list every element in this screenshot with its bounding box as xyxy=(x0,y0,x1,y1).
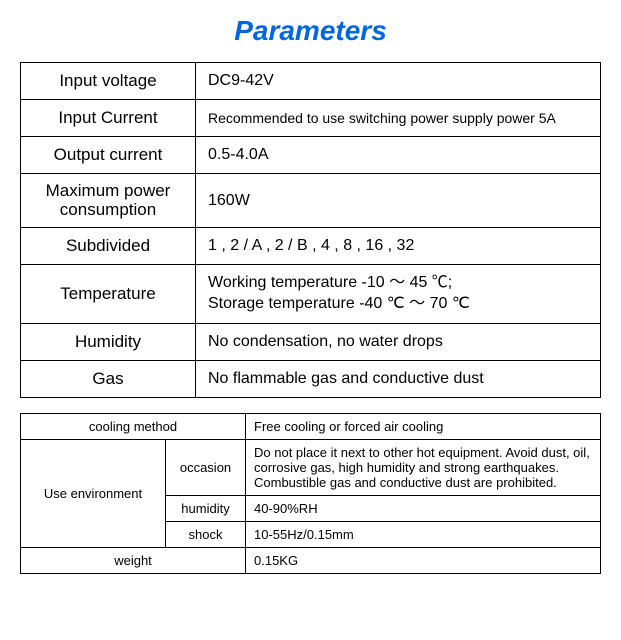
param-value: DC9-42V xyxy=(196,63,601,100)
param-label: Gas xyxy=(21,360,196,397)
param-label: Maximum power consumption xyxy=(21,174,196,228)
param-label: Output current xyxy=(21,137,196,174)
table-row: weight 0.15KG xyxy=(21,547,601,573)
humidity-label: humidity xyxy=(166,495,246,521)
table-row: Temperature Working temperature -10 ～ 45… xyxy=(21,265,601,324)
param-value: No flammable gas and conductive dust xyxy=(196,360,601,397)
param-label: Input voltage xyxy=(21,63,196,100)
cooling-label: cooling method xyxy=(21,413,246,439)
param-value: Working temperature -10 ～ 45 ℃; Storage … xyxy=(196,265,601,324)
table-row: Gas No flammable gas and conductive dust xyxy=(21,360,601,397)
table-row: Input voltage DC9-42V xyxy=(21,63,601,100)
param-label: Input Current xyxy=(21,100,196,137)
weight-value: 0.15KG xyxy=(246,547,601,573)
param-value: No condensation, no water drops xyxy=(196,323,601,360)
table-row: Output current 0.5-4.0A xyxy=(21,137,601,174)
param-value: Recommended to use switching power suppl… xyxy=(196,100,601,137)
param-label: Subdivided xyxy=(21,228,196,265)
table-row: cooling method Free cooling or forced ai… xyxy=(21,413,601,439)
weight-label: weight xyxy=(21,547,246,573)
param-value: 160W xyxy=(196,174,601,228)
table-row: Input Current Recommended to use switchi… xyxy=(21,100,601,137)
parameters-tbody: Input voltage DC9-42V Input Current Reco… xyxy=(21,63,601,398)
param-value: 0.5-4.0A xyxy=(196,137,601,174)
occasion-label: occasion xyxy=(166,439,246,495)
table-row: Humidity No condensation, no water drops xyxy=(21,323,601,360)
table-row: Use environment occasion Do not place it… xyxy=(21,439,601,495)
table-row: Maximum power consumption 160W xyxy=(21,174,601,228)
parameters-table: Input voltage DC9-42V Input Current Reco… xyxy=(20,62,601,398)
cooling-value: Free cooling or forced air cooling xyxy=(246,413,601,439)
param-label: Temperature xyxy=(21,265,196,324)
spacer xyxy=(20,398,601,413)
table-row: Subdivided 1 , 2 / A , 2 / B , 4 , 8 , 1… xyxy=(21,228,601,265)
environment-table: cooling method Free cooling or forced ai… xyxy=(20,413,601,574)
occasion-value: Do not place it next to other hot equipm… xyxy=(246,439,601,495)
shock-value: 10-55Hz/0.15mm xyxy=(246,521,601,547)
humidity-value: 40-90%RH xyxy=(246,495,601,521)
page-title: Parameters xyxy=(20,15,601,47)
param-value: 1 , 2 / A , 2 / B , 4 , 8 , 16 , 32 xyxy=(196,228,601,265)
param-label: Humidity xyxy=(21,323,196,360)
shock-label: shock xyxy=(166,521,246,547)
use-env-label: Use environment xyxy=(21,439,166,547)
